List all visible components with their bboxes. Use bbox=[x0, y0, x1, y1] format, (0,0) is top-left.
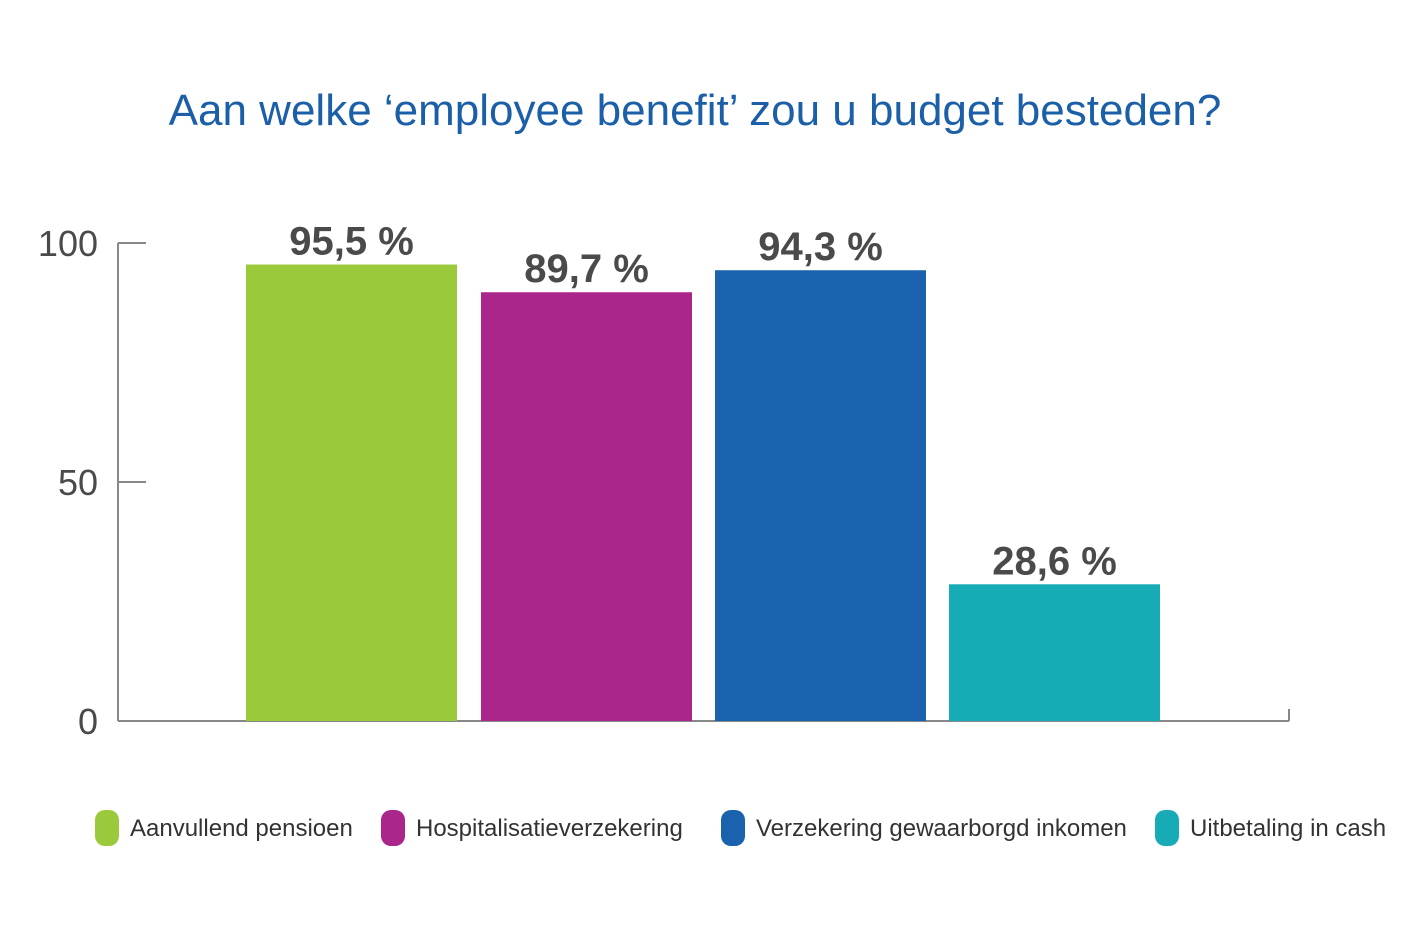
data-label-4: 28,6 % bbox=[992, 539, 1117, 583]
y-tick-label-0: 0 bbox=[78, 701, 98, 742]
data-label-2: 89,7 % bbox=[524, 247, 649, 291]
legend-swatch-2 bbox=[381, 810, 405, 846]
chart-title: Aan welke ‘employee benefit’ zou u budge… bbox=[169, 86, 1222, 135]
bars-group bbox=[246, 264, 1160, 721]
y-tick-label-100: 100 bbox=[38, 223, 98, 264]
data-label-3: 94,3 % bbox=[758, 225, 883, 269]
legend-swatch-3 bbox=[721, 810, 745, 846]
legend-label-3: Verzekering gewaarborgd inkomen bbox=[756, 815, 1127, 842]
y-axis: 0 50 100 bbox=[38, 223, 146, 742]
legend-label-1: Aanvullend pensioen bbox=[130, 815, 353, 842]
bar-4 bbox=[949, 584, 1160, 721]
data-label-1: 95,5 % bbox=[289, 220, 414, 264]
bar-2 bbox=[481, 292, 692, 721]
legend: Aanvullend pensioen Hospitalisatieverzeke… bbox=[95, 810, 1386, 846]
y-tick-label-50: 50 bbox=[58, 462, 98, 503]
legend-swatch-1 bbox=[95, 810, 119, 846]
legend-swatch-4 bbox=[1155, 810, 1179, 846]
legend-label-2: Hospitalisatieverzekering bbox=[416, 815, 683, 842]
bar-1 bbox=[246, 264, 457, 721]
legend-label-4: Uitbetaling in cash bbox=[1190, 815, 1386, 842]
bar-3 bbox=[715, 270, 926, 721]
data-labels-group: 95,5 % 89,7 % 94,3 % 28,6 % bbox=[289, 220, 1117, 584]
